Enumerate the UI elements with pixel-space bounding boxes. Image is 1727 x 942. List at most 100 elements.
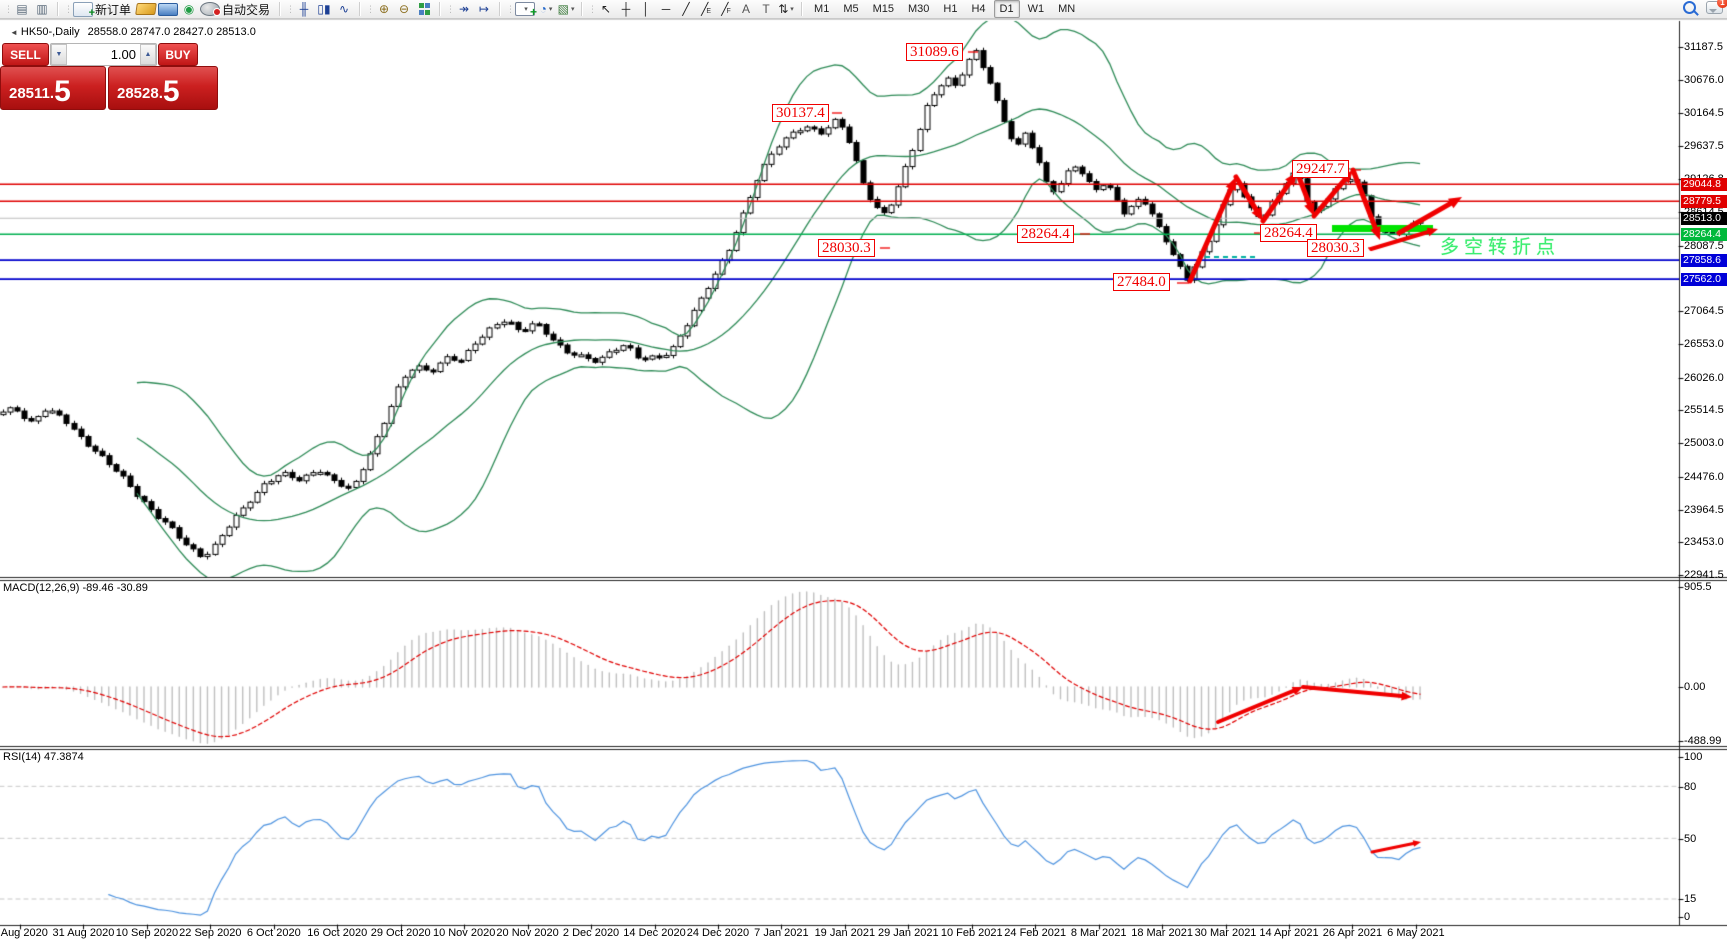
periods-icon[interactable]: ◔ ▾ — [537, 1, 555, 17]
data-window-icon[interactable]: ▥ — [33, 1, 51, 17]
bar-chart-icon-glyph: ╫ — [299, 2, 309, 16]
date-axis-label: 29 Oct 2020 — [370, 927, 431, 939]
cursor-icon[interactable]: ↖ — [597, 1, 615, 17]
toolbar-right: 1 — [1683, 0, 1727, 14]
indicators-icon[interactable]: ▾ — [515, 2, 537, 19]
equidistant-channel-icon-glyph: ╱ — [701, 2, 709, 16]
buy-button[interactable]: BUY — [158, 43, 198, 66]
toolbar-separator — [57, 2, 58, 16]
volume-input[interactable] — [67, 44, 140, 65]
indicators-icon-caret[interactable]: ▾ — [524, 6, 528, 13]
chart-price-annotation[interactable]: 28030.3 — [1307, 239, 1364, 257]
date-axis-label: 6 May 2021 — [1387, 927, 1445, 939]
price-fraction: 5 — [162, 75, 180, 108]
macd-axis-label: -488.99 — [1684, 735, 1722, 747]
arrows-icon-caret[interactable]: ▾ — [790, 6, 794, 13]
crosshair-icon[interactable]: ┼ — [617, 1, 635, 17]
timeframe-button-h1[interactable]: H1 — [943, 3, 958, 15]
price-axis-label: 29637.5 — [1684, 140, 1724, 153]
new-order-icon[interactable] — [73, 1, 95, 19]
chart-price-annotation[interactable]: 29247.7 — [1292, 160, 1349, 178]
volume-increase-button[interactable]: ▲ — [140, 44, 156, 65]
zoom-out-icon-glyph: ⊖ — [399, 2, 410, 16]
tile-windows-icon[interactable] — [415, 3, 433, 15]
templates-icon-caret[interactable]: ▾ — [570, 6, 575, 13]
date-axis-label: 24 Feb 2021 — [1004, 927, 1067, 939]
chart-price-annotation[interactable]: 28264.4 — [1260, 224, 1317, 242]
chart-price-annotation[interactable]: 28030.3 — [818, 239, 875, 257]
candlestick-chart-icon[interactable]: ▯▮ — [315, 1, 333, 17]
toolbar-separator — [499, 2, 501, 16]
quick-trade-widget: SELL ▼ ▲ BUY 28511.5 28528.5 — [0, 43, 218, 110]
market-watch-icon[interactable] — [135, 3, 157, 15]
line-chart-icon-glyph: ∿ — [339, 2, 350, 16]
chart-price-annotation[interactable]: 31089.6 — [906, 43, 963, 61]
timeframe-button-h4[interactable]: H4 — [971, 3, 986, 15]
signals-icon-glyph: ◉ — [183, 2, 195, 16]
timeframe-button-mn[interactable]: MN — [1058, 3, 1076, 15]
ohlc-values: 28558.0 28747.0 28427.0 28513.0 — [87, 26, 256, 38]
symbol-period-label: HK50-,Daily — [20, 26, 80, 38]
toolbar-grip-icon: ⋮ — [286, 3, 295, 14]
timeframe-button-d1[interactable]: D1 — [993, 0, 1020, 18]
volume-decrease-button[interactable]: ▼ — [51, 44, 67, 65]
chart-shift-icon[interactable]: ↦ — [475, 1, 493, 17]
chart-window-icon[interactable]: ▤ — [13, 1, 31, 17]
bid-price-panel[interactable]: 28511. 5 — [0, 66, 106, 110]
chart-price-annotation[interactable]: 30137.4 — [772, 104, 829, 122]
macd-indicator-label: MACD(12,26,9) -89.46 -30.89 — [3, 582, 148, 594]
terminal-icon[interactable] — [158, 2, 179, 16]
auto-scroll-icon[interactable]: ↠ — [455, 1, 473, 17]
sell-button[interactable]: SELL — [2, 43, 49, 66]
ask-price-panel[interactable]: 28528. 5 — [108, 66, 218, 110]
signals-icon[interactable]: ◉ — [180, 1, 198, 17]
timeframe-button-m5[interactable]: M5 — [843, 3, 859, 15]
price-integer: 28511. — [9, 85, 55, 102]
periods-icon-caret[interactable]: ▾ — [548, 6, 553, 13]
date-axis-label: 14 Apr 2021 — [1259, 927, 1319, 939]
new-order-icon-label[interactable]: 新订单 — [95, 2, 132, 17]
trendline-icon[interactable]: ╱ — [677, 1, 695, 17]
date-axis-label: 6 Oct 2020 — [246, 927, 301, 939]
timeframe-button-w1[interactable]: W1 — [1027, 3, 1045, 15]
toolbar-separator — [359, 2, 361, 16]
rsi-indicator-label: RSI(14) 47.3874 — [3, 751, 84, 763]
timeframe-button-m15[interactable]: M15 — [872, 3, 894, 15]
autotrading-icon[interactable] — [200, 2, 222, 16]
bar-chart-icon[interactable]: ╫ — [295, 1, 313, 17]
text-icon[interactable]: A — [737, 1, 755, 17]
fibonacci-icon[interactable]: ╱ F — [717, 1, 735, 17]
templates-icon[interactable]: ▧ ▾ — [557, 1, 575, 17]
text-label-icon[interactable]: T — [757, 1, 775, 17]
zoom-out-icon[interactable]: ⊖ — [395, 1, 413, 17]
timeframe-button-m1[interactable]: M1 — [814, 3, 830, 15]
autotrading-icon-label[interactable]: 自动交易 — [222, 2, 271, 17]
equidistant-channel-icon[interactable]: ╱ E — [697, 1, 715, 17]
date-axis-label: 30 Mar 2021 — [1194, 927, 1257, 939]
chart-price-annotation[interactable]: 28264.4 — [1017, 225, 1074, 243]
templates-icon-glyph: ▧ — [557, 2, 569, 16]
notifications-icon[interactable]: 1 — [1706, 0, 1727, 14]
toolbar-group: ⋮ ↖ ┼ │ ─ ╱ ╱ E ╱ F A T ⇅ ▾ — [584, 0, 799, 18]
price-axis-label: 28087.5 — [1684, 239, 1724, 252]
vertical-line-icon[interactable]: │ — [637, 1, 655, 17]
vertical-line-icon-glyph: │ — [642, 2, 650, 16]
chart-price-annotation[interactable]: 27484.0 — [1113, 273, 1170, 291]
date-axis-label: 7 Jan 2021 — [754, 927, 809, 939]
equidistant-channel-icon-sub: E — [706, 8, 711, 15]
toolbar: ⋮▤▥⋮新订单◉自动交易⋮╫▯▮∿⋮⊕⊖⋮↠↦⋮▾◔▾▧▾⋮↖┼│─╱╱E╱FA… — [0, 0, 1727, 19]
toolbar-group: ⋮▾◔▾▧▾ — [502, 0, 579, 19]
arrows-icon[interactable]: ⇅ ▾ — [777, 1, 795, 17]
price-axis-badge: 28513.0 — [1681, 211, 1727, 225]
chart-window-icon-glyph: ▤ — [16, 2, 28, 16]
search-icon[interactable] — [1683, 1, 1696, 14]
date-axis-label: 26 Apr 2021 — [1322, 927, 1383, 939]
zoom-in-icon[interactable]: ⊕ — [375, 1, 393, 17]
timeframe-button-m30[interactable]: M30 — [908, 3, 930, 15]
price-axis-label: 27064.5 — [1684, 305, 1724, 318]
horizontal-line-icon[interactable]: ─ — [657, 1, 675, 17]
annotation-note[interactable]: 多空转折点 — [1440, 237, 1561, 258]
line-chart-icon[interactable]: ∿ — [335, 1, 353, 17]
